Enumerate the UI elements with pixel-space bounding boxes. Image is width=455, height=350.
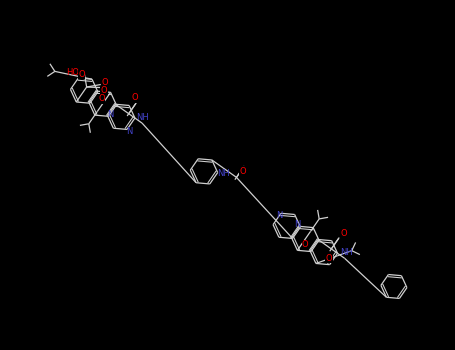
Text: O: O (131, 93, 138, 103)
Text: NH: NH (340, 248, 353, 257)
Text: O: O (102, 78, 108, 87)
Text: O: O (340, 229, 347, 238)
Text: O: O (325, 253, 332, 262)
Text: HO: HO (66, 68, 79, 77)
Text: O: O (239, 167, 246, 176)
Text: NH: NH (217, 169, 229, 178)
Text: O: O (302, 240, 308, 249)
Text: N: N (294, 220, 301, 229)
Text: O: O (98, 94, 105, 103)
Text: N: N (107, 110, 113, 119)
Text: NH: NH (136, 113, 148, 122)
Text: N: N (276, 211, 282, 219)
Text: O: O (78, 70, 85, 79)
Text: O: O (101, 86, 107, 95)
Text: N: N (126, 127, 132, 136)
